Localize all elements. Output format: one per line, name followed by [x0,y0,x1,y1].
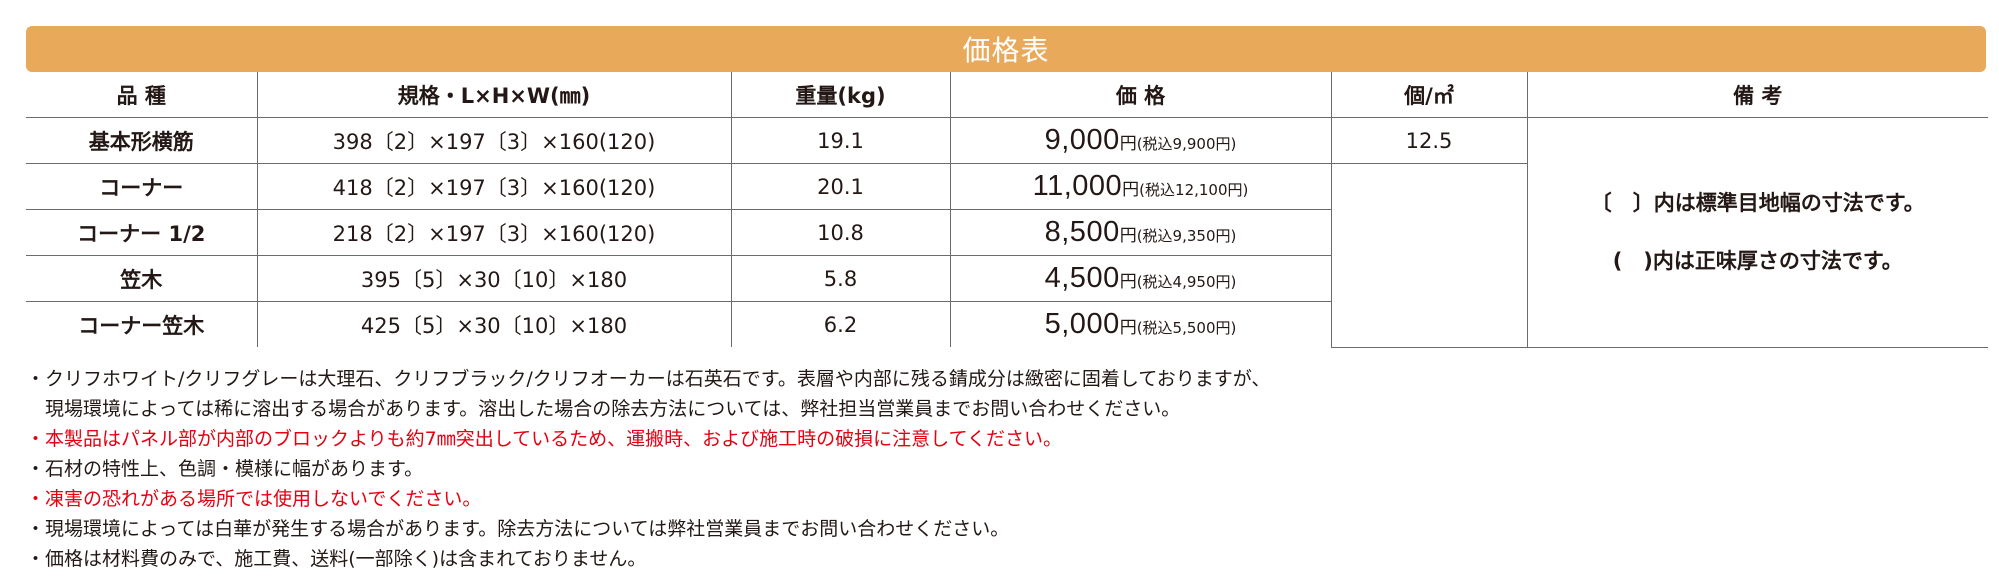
price-table-title: 価格表 [962,34,1050,67]
price-with-tax: (税込4,950円) [1136,273,1237,291]
price-with-tax: (税込12,100円) [1139,181,1249,199]
product-spec: 425〔5〕×30〔10〕×180 [256,301,732,347]
price-value: 8,500 [1044,216,1120,248]
price-value: 11,000 [1032,170,1123,202]
header-price: 価 格 [949,72,1332,118]
table-row: コーナー笠木 425〔5〕×30〔10〕×180 6.2 5,000円(税込5,… [26,301,1988,347]
footnotes: ・クリフホワイト/クリフグレーは大理石、クリフブラック/クリフオーカーは石英石で… [26,364,1986,574]
table-row: コーナー 418〔2〕×197〔3〕×160(120) 20.1 11,000円… [26,163,1988,348]
product-spec: 418〔2〕×197〔3〕×160(120) [256,163,732,210]
product-spec: 395〔5〕×30〔10〕×180 [256,255,732,302]
footnote-efflorescence: ・現場環境によっては白華が発生する場合があります。除去方法については弊社営業員ま… [26,518,1010,540]
product-weight: 19.1 [730,117,951,164]
header-product-type: 品 種 [26,72,258,118]
product-weight: 6.2 [730,301,951,347]
product-price: 4,500円(税込4,950円) [949,255,1331,302]
remarks-net-thickness: ( )内は正味厚さの寸法です。 [1612,249,1903,274]
header-per-sqm: 個/㎡ [1330,72,1528,118]
product-price: 8,500円(税込9,350円) [949,209,1331,256]
price-table: 品 種 規格・L×H×W(㎜) 重量(kg) 価 格 個/㎡ 備 考 基本形横筋… [26,72,1988,348]
price-table-title-banner: 価格表 [26,26,1986,72]
price-value: 5,000 [1044,308,1120,340]
price-unit: 円 [1122,180,1140,200]
price-unit: 円 [1119,318,1137,338]
price-unit: 円 [1119,272,1137,292]
product-weight: 20.1 [730,163,951,210]
product-name: 笠木 [26,255,258,302]
product-name: コーナー笠木 [26,301,258,347]
product-price: 5,000円(税込5,500円) [949,301,1331,347]
price-value: 4,500 [1044,262,1120,294]
product-price: 9,000円(税込9,900円) [949,117,1332,164]
footnote-stone-type: ・クリフホワイト/クリフグレーは大理石、クリフブラック/クリフオーカーは石英石で… [26,368,1271,390]
product-spec: 218〔2〕×197〔3〕×160(120) [256,209,732,256]
footnote-color-variation: ・石材の特性上、色調・模様に幅があります。 [26,458,424,480]
footnote-panel-protrusion-warning: ・本製品はパネル部が内部のブロックよりも約7㎜突出しているため、運搬時、および施… [26,428,1063,450]
per-sqm-empty [1330,163,1527,348]
product-weight: 5.8 [730,255,951,302]
product-name: 基本形横筋 [26,117,258,164]
table-row: 基本形横筋 398〔2〕×197〔3〕×160(120) 19.1 9,000円… [26,117,1988,348]
remarks-cell: 〔 〕内は標準目地幅の寸法です。 ( )内は正味厚さの寸法です。 [1526,117,1988,348]
per-sqm-value: 12.5 [1330,117,1528,164]
product-name: コーナー [26,163,258,210]
price-unit: 円 [1119,134,1137,154]
header-notes: 備 考 [1526,72,1988,118]
table-row: 笠木 395〔5〕×30〔10〕×180 5.8 4,500円(税込4,950円… [26,255,1988,302]
price-with-tax: (税込9,900円) [1136,135,1237,153]
table-row: コーナー 1/2 218〔2〕×197〔3〕×160(120) 10.8 8,5… [26,209,1988,256]
product-weight: 10.8 [730,209,951,256]
remarks-joint-width: 〔 〕内は標準目地幅の寸法です。 [1590,191,1925,216]
price-with-tax: (税込9,350円) [1136,227,1237,245]
product-price: 11,000円(税込12,100円) [949,163,1332,210]
footnote-price-scope: ・価格は材料費のみで、施工費、送料(一部除く)は含まれておりません。 [26,548,647,570]
header-weight: 重量(kg) [730,72,951,118]
price-unit: 円 [1119,226,1137,246]
footnote-frost-damage-warning: ・凍害の恐れがある場所では使用しないでください。 [26,488,482,510]
header-spec: 規格・L×H×W(㎜) [256,72,732,118]
product-name: コーナー 1/2 [26,209,258,256]
table-header-row: 品 種 規格・L×H×W(㎜) 重量(kg) 価 格 個/㎡ 備 考 [26,72,1988,118]
price-value: 9,000 [1044,124,1120,156]
product-spec: 398〔2〕×197〔3〕×160(120) [256,117,732,164]
price-with-tax: (税込5,500円) [1136,319,1237,337]
footnote-rust-elution: 現場環境によっては稀に溶出する場合があります。溶出した場合の除去方法については、… [26,398,1181,420]
